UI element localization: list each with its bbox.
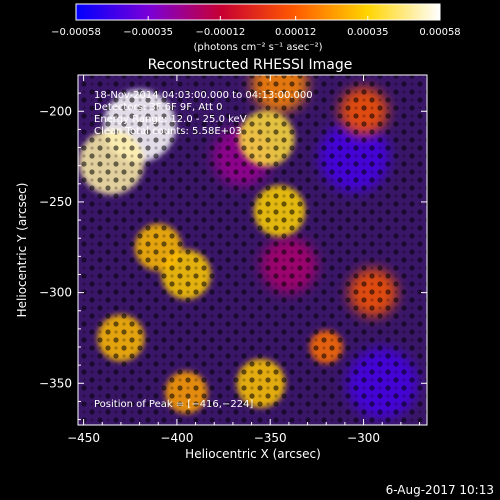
x-tick-label: −400 [160,431,193,445]
colorbar-tick-label: −0.00058 [51,27,101,38]
x-tick-label: −300 [347,431,380,445]
y-tick-label: −250 [39,195,72,209]
chart-title: Reconstructed RHESSI Image [148,57,353,73]
colorbar-tick-label: 0.00058 [419,27,460,38]
colorbar-frame [75,3,441,21]
colorbar-tick-label: −0.00012 [195,27,245,38]
annotation-line: 18-Nov-2014 04:03:00.000 to 04:13:00.000 [94,90,313,101]
plot-area: −450 −400 −350 −300 −200 −250 −300 −350 [39,74,428,445]
x-axis-ticks: −450 −400 −350 −300 [67,75,421,445]
colorbar-tick-label: 0.00035 [347,27,388,38]
x-tick-label: −450 [67,431,100,445]
colorbar: −0.00058 −0.00035 −0.00012 0.00012 0.00035 0.… [51,3,461,53]
colorbar-gradient [76,4,440,20]
colorbar-units: (photons cm⁻² s⁻¹ asec⁻²) [193,42,322,53]
colorbar-tick-label: 0.00012 [275,27,316,38]
colorbar-ticks: −0.00058 −0.00035 −0.00012 0.00012 0.00035 0.… [51,16,461,38]
x-axis-label: Heliocentric X (arcsec) [185,447,321,461]
annotation-line: Detectors: 3F 6F 9F, Att 0 [94,102,222,113]
colorbar-tick-label: −0.00035 [123,27,173,38]
y-tick-label: −350 [39,376,72,390]
heatmap-speckle [78,75,427,425]
y-axis-label: Heliocentric Y (arcsec) [15,183,29,318]
footer-date: 6-Aug-2017 10:13 [386,483,494,497]
y-axis-ticks: −200 −250 −300 −350 [39,74,427,421]
y-tick-label: −300 [39,286,72,300]
annotation-line: Clean Total counts: 5.58E+03 [94,126,242,137]
annotation-line: Energy Range: 12.0 - 25.0 keV [94,114,247,125]
x-tick-label: −350 [254,431,287,445]
peak-position-label: Position of Peak = [−416,−224] [94,399,253,410]
plot-frame [77,74,428,426]
annotation-block: 18-Nov-2014 04:03:00.000 to 04:13:00.000… [94,90,313,137]
y-tick-label: −200 [39,104,72,118]
